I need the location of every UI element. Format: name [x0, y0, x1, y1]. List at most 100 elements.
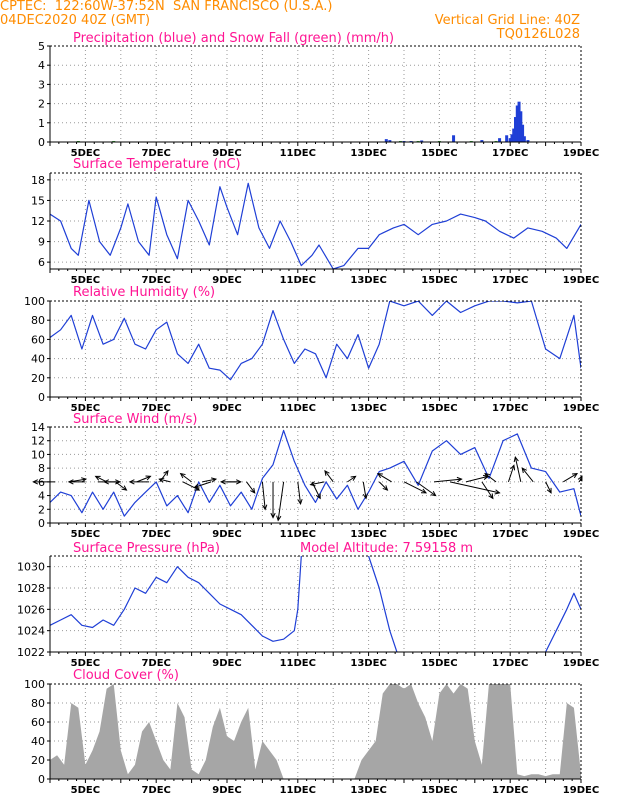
y-tick-label: 80 — [31, 314, 45, 327]
wind-arrow-head — [494, 489, 501, 495]
wind-arrow — [180, 473, 192, 483]
wind-arrow-head — [270, 512, 276, 519]
x-tick-label: 19DEC — [563, 529, 599, 540]
wind-arrow-head — [315, 493, 321, 500]
wind-arrow — [311, 481, 321, 499]
series-group — [50, 429, 581, 517]
precip-bar — [480, 140, 484, 142]
wind-arrow — [182, 481, 200, 491]
precip-bar — [384, 139, 388, 142]
y-tick-label: 1024 — [17, 625, 45, 638]
y-tick-label: 100 — [24, 678, 45, 691]
precip-bar — [510, 134, 514, 142]
panel-title: Surface Wind (m/s) — [73, 412, 197, 427]
wind-arrow-head — [67, 479, 74, 485]
y-tick-label: 0 — [38, 773, 45, 786]
panel-0 — [47, 45, 582, 146]
panel-3 — [32, 426, 583, 527]
wind-arrow — [521, 467, 534, 483]
wind-arrow-head — [103, 479, 110, 485]
y-tick-label: 2 — [38, 98, 45, 111]
y-tick-label: 40 — [31, 353, 45, 366]
precip-bar — [388, 140, 392, 142]
series-group — [50, 182, 581, 269]
x-tick-label: 5DEC — [71, 275, 100, 286]
wind-arrow — [563, 473, 578, 483]
x-tick-label: 19DEC — [563, 148, 599, 159]
wind-arrow-head — [297, 498, 303, 505]
wind-arrow — [297, 481, 302, 504]
precip-bar — [514, 117, 518, 142]
x-tick-label: 13DEC — [350, 785, 386, 796]
product-code: TQ0126L028 — [496, 27, 580, 42]
wind-arrow — [514, 456, 522, 482]
wind-arrow-head — [456, 476, 463, 483]
wind-arrow — [95, 475, 107, 483]
wind-arrow-head — [488, 493, 494, 500]
wind-arrow-head — [211, 477, 218, 483]
y-tick-label: 4 — [38, 490, 45, 503]
x-tick-label: 11DEC — [280, 275, 316, 286]
x-tick-label: 15DEC — [421, 275, 457, 286]
wind-arrow-head — [94, 475, 101, 481]
precip-bar — [515, 105, 519, 142]
wind-arrow — [202, 478, 217, 483]
x-tick-label: 9DEC — [212, 403, 241, 414]
y-tick-label: 5 — [38, 40, 45, 53]
panel-title: Precipitation (blue) and Snow Fall (gree… — [73, 31, 394, 46]
wind-arrow-head — [510, 464, 516, 471]
wind-arrow — [465, 475, 489, 483]
y-tick-label: 40 — [31, 735, 45, 748]
x-tick-label: 17DEC — [492, 658, 528, 669]
x-tick-label: 7DEC — [141, 529, 170, 540]
x-tick-label: 17DEC — [492, 529, 528, 540]
wind-arrow — [194, 481, 212, 488]
wind-arrow — [416, 481, 436, 497]
y-tick-label: 2 — [38, 503, 45, 516]
panel-4 — [47, 555, 582, 656]
wind-arrow-head — [32, 479, 39, 485]
wind-arrow — [449, 481, 500, 494]
x-tick-label: 11DEC — [280, 529, 316, 540]
y-tick-label: 1028 — [17, 582, 45, 595]
wind-arrow-head — [236, 479, 242, 485]
wind-arrow — [277, 481, 285, 521]
wind-arrow-head — [193, 483, 200, 489]
wind-arrow-head — [81, 477, 88, 483]
wind-arrow-head — [513, 455, 519, 463]
series-line — [50, 182, 581, 269]
y-tick-label: 80 — [31, 697, 45, 710]
x-tick-label: 9DEC — [212, 529, 241, 540]
x-tick-label: 17DEC — [492, 148, 528, 159]
y-tick-label: 6 — [38, 256, 45, 269]
y-tick-label: 1030 — [17, 561, 45, 574]
wind-arrow-head — [546, 487, 552, 494]
x-tick-label: 15DEC — [421, 529, 457, 540]
x-tick-label: 11DEC — [280, 148, 316, 159]
wind-arrow — [115, 481, 127, 491]
wind-arrow — [310, 481, 325, 486]
x-tick-label: 15DEC — [421, 148, 457, 159]
wind-arrow-head — [163, 469, 169, 476]
wind-arrow-head — [577, 475, 583, 482]
y-tick-label: 60 — [31, 333, 45, 346]
x-tick-label: 19DEC — [563, 785, 599, 796]
x-tick-label: 15DEC — [421, 785, 457, 796]
y-tick-label: 100 — [24, 295, 45, 308]
y-tick-label: 60 — [31, 716, 45, 729]
wind-arrow-head — [250, 487, 256, 494]
wind-arrow — [377, 473, 392, 483]
x-tick-label: 13DEC — [350, 148, 386, 159]
y-tick-label: 0 — [38, 517, 45, 530]
wind-arrow-head — [324, 469, 330, 476]
wind-arrow-head — [128, 479, 135, 485]
wind-arrow — [347, 475, 356, 483]
x-tick-label: 17DEC — [492, 403, 528, 414]
series-group — [50, 301, 581, 381]
x-tick-label: 11DEC — [280, 785, 316, 796]
series-line — [50, 556, 581, 652]
series-group — [50, 556, 581, 652]
precip-bar — [512, 128, 516, 142]
x-tick-label: 13DEC — [350, 403, 386, 414]
